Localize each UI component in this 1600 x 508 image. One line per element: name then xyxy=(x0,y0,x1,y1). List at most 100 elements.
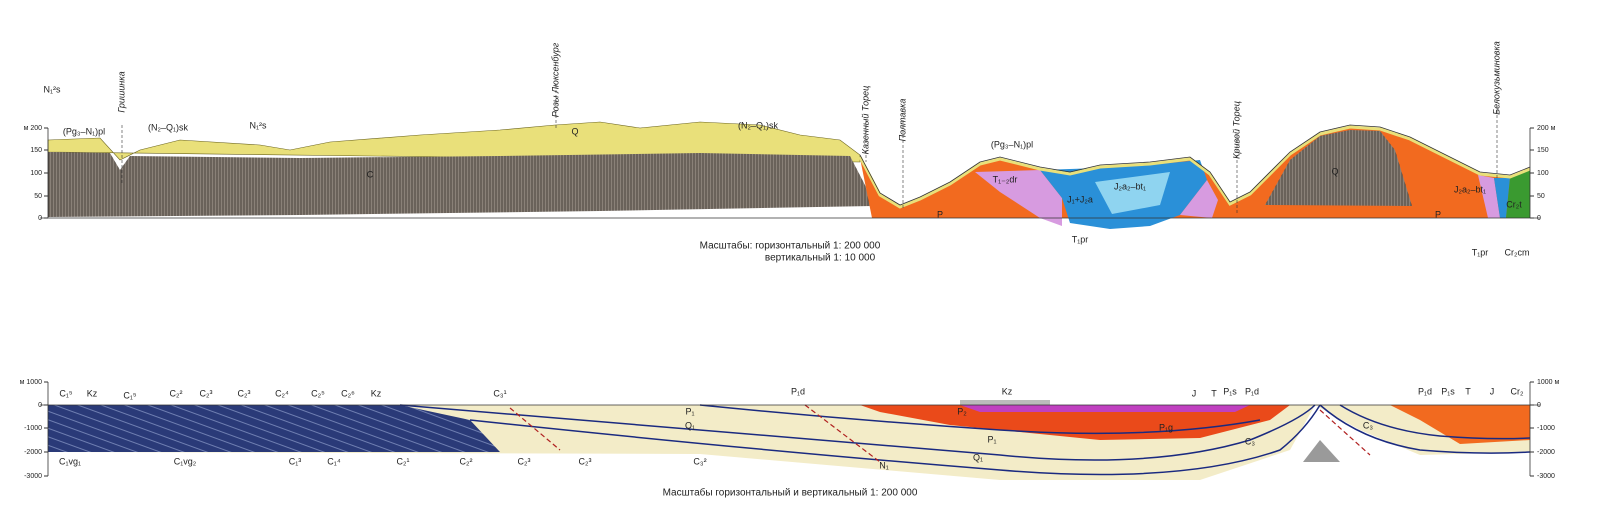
blue-j-east xyxy=(1494,178,1510,218)
formation-label: C₂³ xyxy=(579,456,592,466)
axis-label: 50 xyxy=(1537,193,1545,200)
axis-label: 1000 м xyxy=(1537,379,1560,386)
surface-cover xyxy=(858,125,1531,209)
anticline-core xyxy=(1303,440,1340,462)
scale-caption: вертикальный 1: 10 000 xyxy=(765,253,876,264)
formation-label: P₁g xyxy=(1159,422,1173,432)
axis-label: -1000 xyxy=(1537,425,1555,432)
top-section xyxy=(40,121,1540,229)
formation-label: (N₂–Q₁)sk xyxy=(738,120,779,130)
formation-label: (Pg₃–N₁)pl xyxy=(63,126,105,136)
formation-label: J₂a₂–bt₁ xyxy=(1454,184,1486,194)
green-cr xyxy=(1506,170,1530,218)
axis-label: 150 xyxy=(30,147,42,154)
formation-label: C₃² xyxy=(693,456,706,466)
formation-label: N₁ xyxy=(879,460,889,470)
orange-east xyxy=(1390,405,1530,444)
red-p-lens xyxy=(860,405,1290,440)
surface-line xyxy=(859,124,1531,206)
formation-label: Kz xyxy=(1002,386,1013,396)
faults xyxy=(509,404,1371,463)
formation-label: P₁s xyxy=(1441,386,1455,396)
grey-bedrock xyxy=(48,152,872,217)
axis-label: м 200 xyxy=(24,125,43,132)
formation-label: C₂⁴ xyxy=(275,388,289,398)
magenta-band xyxy=(960,405,1250,412)
formation-label: P₁ xyxy=(685,406,694,416)
formation-label: C₁³ xyxy=(289,456,302,466)
layer-boundaries xyxy=(399,404,1531,476)
formation-label: P₁d xyxy=(1245,386,1259,396)
place-name: Белокузьминовка xyxy=(1491,41,1501,114)
formation-label: P₁d xyxy=(1418,386,1432,396)
formation-label: C₂¹ xyxy=(397,456,410,466)
formation-label: T xyxy=(1211,388,1217,398)
formation-label: C₂³ xyxy=(238,388,251,398)
formation-label: C xyxy=(367,169,374,179)
axis-label: 100 xyxy=(1537,170,1549,177)
place-name: Розы Люксенбург xyxy=(550,42,560,117)
axis-label: 0 xyxy=(1537,402,1541,409)
formation-label: P₁s xyxy=(1223,386,1237,396)
formation-label: N₁²s xyxy=(43,84,61,94)
formation-label: Cr₂t xyxy=(1506,199,1522,209)
formation-label: C₂² xyxy=(170,388,183,398)
axis-label: 0 xyxy=(1537,215,1541,222)
grey-q-mound xyxy=(1265,130,1412,206)
formation-label: C₂⁵ xyxy=(311,388,325,398)
formation-label: Q xyxy=(1331,166,1338,176)
place-name: Казенный Торец xyxy=(860,86,870,155)
pink-t-right xyxy=(1180,180,1218,218)
formation-label: P xyxy=(1435,209,1441,219)
formation-label: C₁⁵ xyxy=(59,388,73,398)
formation-label: Kz xyxy=(87,388,98,398)
formation-label: Cr₂cm xyxy=(1505,247,1530,257)
formation-label: T₁₋₂dr xyxy=(993,174,1018,184)
axis-label: -2000 xyxy=(1537,449,1555,456)
formation-label: Q xyxy=(571,126,578,136)
place-name: Кривой Торец xyxy=(1231,101,1241,159)
formation-label: J₂a₂–bt₁ xyxy=(1114,181,1146,191)
light-blue-j xyxy=(1095,172,1170,214)
formation-label: Q₁ xyxy=(685,420,695,430)
bottom-section xyxy=(40,382,1540,480)
scale-caption: Масштабы: горизонтальный 1: 200 000 xyxy=(700,240,881,252)
place-name: Полтавка xyxy=(897,99,907,142)
formation-label: P₁d xyxy=(791,386,805,396)
formation-label: Kz xyxy=(371,388,382,398)
formation-label: C₁⁴ xyxy=(327,456,341,466)
axis-label: -3000 xyxy=(24,473,42,480)
formation-label: T xyxy=(1465,386,1471,396)
formation-label: J xyxy=(1490,386,1495,396)
axis-label: 100 xyxy=(30,170,42,177)
formation-label: C₃ xyxy=(1245,436,1255,446)
formation-label: C₂³ xyxy=(518,456,531,466)
formation-label: T₁pr xyxy=(1072,234,1089,244)
formation-label: C₃¹ xyxy=(493,388,506,398)
axis-label: 0 xyxy=(38,402,42,409)
formation-label: P₁ xyxy=(987,434,996,444)
formation-label: (N₂–Q₁)sk xyxy=(148,122,189,132)
axis-label: 50 xyxy=(34,193,42,200)
formation-label: Q₁ xyxy=(973,452,983,462)
formation-label: P₂ xyxy=(957,406,967,416)
formation-label: P xyxy=(937,209,943,219)
formation-label: (Pg₃–N₁)pl xyxy=(991,139,1033,149)
pink-t xyxy=(975,170,1062,226)
kz-cover xyxy=(960,400,1050,405)
paleozoic-blue xyxy=(48,405,500,452)
formation-label: C₁⁵ xyxy=(123,390,137,400)
formation-label: C₁vg₂ xyxy=(174,456,197,466)
axis-label: 0 xyxy=(38,215,42,222)
yellow-cover xyxy=(47,121,861,163)
formation-label: J₁+J₂a xyxy=(1067,194,1093,204)
formation-label: C₂² xyxy=(460,456,473,466)
pink-t-east xyxy=(1478,175,1500,218)
axis-label: -3000 xyxy=(1537,473,1555,480)
axis-label: -1000 xyxy=(24,425,42,432)
formation-label: N₁²s xyxy=(249,120,267,130)
formation-label: T₁pr xyxy=(1472,247,1489,257)
axis-label: 150 xyxy=(1537,147,1549,154)
axis-label: 200 м xyxy=(1537,125,1556,132)
